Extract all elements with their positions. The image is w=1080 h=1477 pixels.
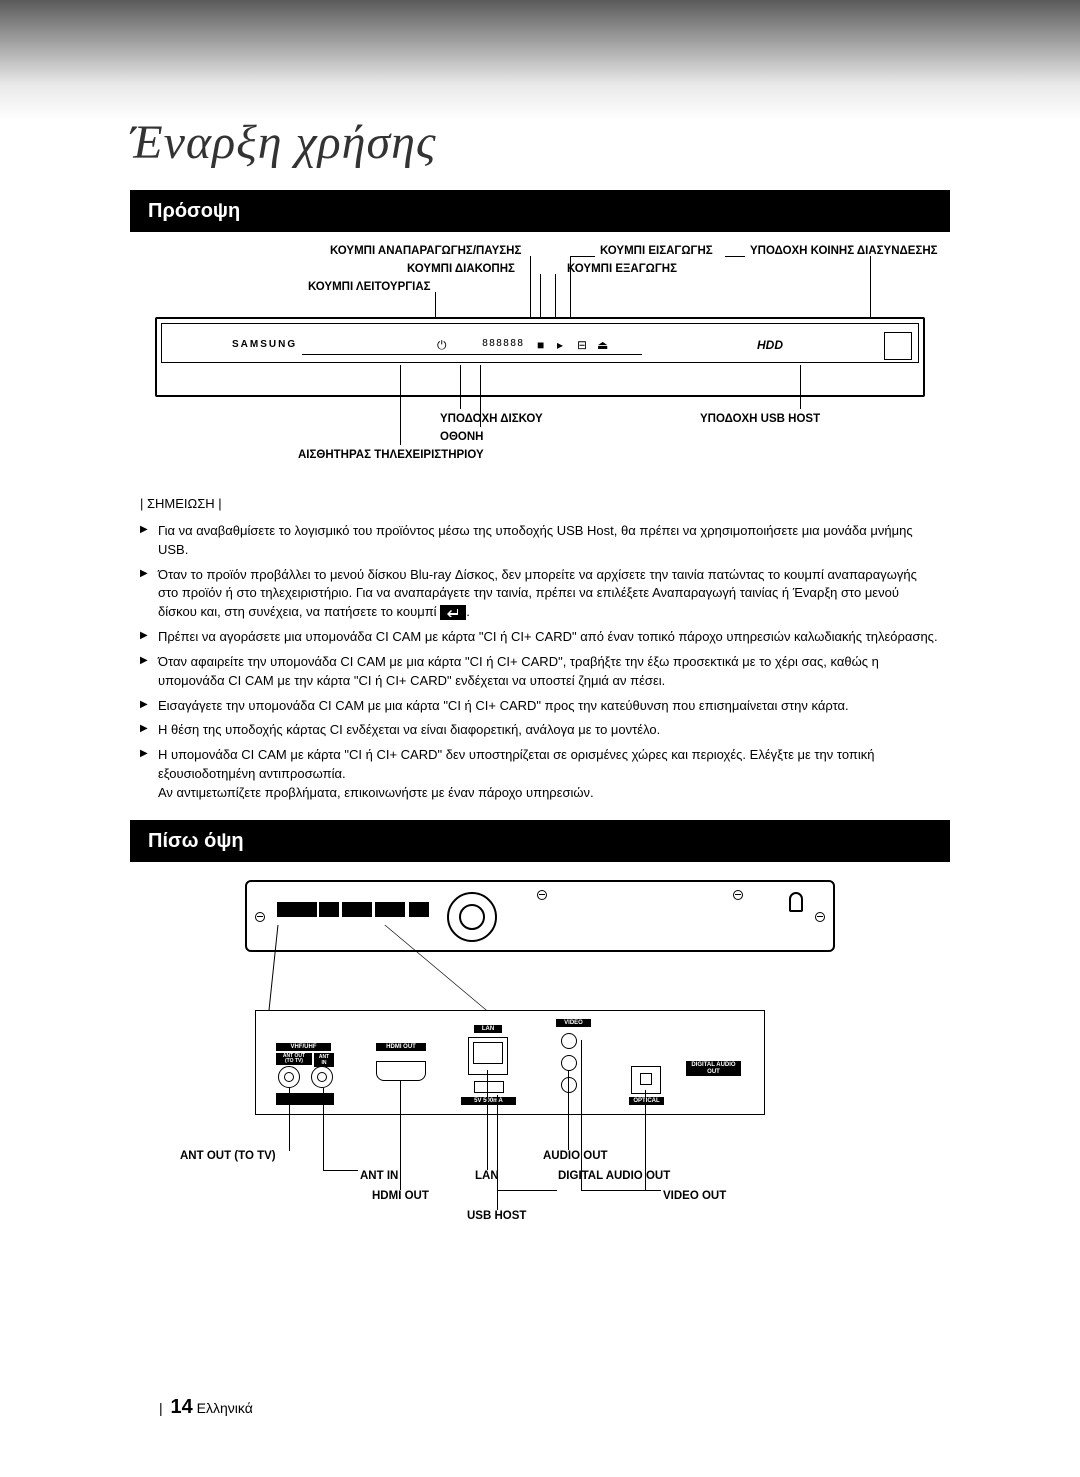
callout-line: [568, 1070, 569, 1150]
chip-optical: OPTICAL: [629, 1097, 664, 1105]
screw-icon: [255, 912, 265, 922]
hdd-icon: HDD: [757, 338, 783, 352]
rca-video: [561, 1033, 577, 1049]
section-back: Πίσω όψη: [130, 820, 950, 862]
note-suffix: .: [466, 604, 470, 619]
port-icon: [319, 902, 339, 917]
label-disc-slot: ΥΠΟΔΟΧΗ ΔΙΣΚΟΥ: [440, 413, 543, 425]
label-digital-audio-out: DIGITAL AUDIO OUT: [558, 1170, 670, 1182]
label-usb-host: USB HOST: [467, 1210, 526, 1222]
label-ant-in: ANT IN: [360, 1170, 398, 1182]
fan-icon: [447, 892, 497, 942]
label-ant-out: ANT OUT (TO TV): [180, 1150, 276, 1162]
callout-line: [497, 1095, 498, 1210]
page-footer: | 14 Ελληνικά: [155, 1396, 253, 1419]
label-stop: ΚΟΥΜΠΙ ΔΙΑΚΟΠΗΣ: [407, 263, 515, 275]
enter-button-icon: [440, 605, 466, 620]
label-in-btn: ΚΟΥΜΠΙ ΕΙΣΑΓΩΓΗΣ: [600, 245, 713, 257]
optical-port: [631, 1066, 661, 1094]
chip-digital-audio: DIGITAL AUDIO OUT: [686, 1061, 741, 1076]
power-icon: ⏻: [437, 338, 447, 353]
callout-line: [487, 1070, 488, 1170]
device-front-outline: SAMSUNG ⏻ 888888 ■ ▸ ⊟ ⏏ HDD: [155, 317, 925, 397]
chip-usb-power: 5V 500mA: [461, 1097, 516, 1105]
notes-header: | ΣΗΜΕΙΩΣΗ |: [140, 495, 940, 514]
label-ci-slot-1: ΥΠΟΔΟΧΗ ΚΟΙΝΗΣ ΔΙΑΣΥΝΔΕΣΗΣ: [750, 245, 938, 257]
note-item: Η υπομονάδα CI CAM με κάρτα "CI ή CI+ CA…: [140, 746, 940, 803]
label-audio-out: AUDIO OUT: [543, 1150, 608, 1162]
port-icon: [342, 902, 372, 917]
note-text: Η υπομονάδα CI CAM με κάρτα "CI ή CI+ CA…: [158, 747, 874, 781]
callout-line: [581, 1040, 582, 1190]
page-number: 14: [171, 1396, 193, 1418]
port-block: [276, 1093, 334, 1105]
lan-port: [468, 1037, 508, 1075]
note-item: Όταν το προϊόν προβάλλει το μενού δίσκου…: [140, 566, 940, 623]
label-video-out: VIDEO OUT: [663, 1190, 726, 1202]
screw-icon: [537, 890, 547, 900]
usb-port: [474, 1081, 504, 1093]
stop-icon: ■: [537, 338, 544, 352]
chip-vhf-uhf: VHF/UHF: [276, 1043, 331, 1051]
label-power: ΚΟΥΜΠΙ ΛΕΙΤΟΥΡΓΙΑΣ: [308, 281, 431, 293]
note-item: Εισαγάγετε την υπομονάδα CI CAM με μια κ…: [140, 697, 940, 716]
label-display: ΟΘΟΝΗ: [440, 431, 483, 443]
ant-in-port: [311, 1066, 333, 1088]
callout-line: [400, 1080, 401, 1190]
port-icon: [409, 902, 429, 917]
label-usb-host: ΥΠΟΔΟΧΗ USB HOST: [700, 413, 820, 425]
disc-tray: [302, 354, 642, 355]
hdmi-port: [376, 1061, 426, 1081]
chip-lan: LAN: [474, 1025, 502, 1033]
eject-icon: ⏏: [597, 338, 608, 352]
page-gradient-header: [0, 0, 1080, 120]
label-play-pause: ΚΟΥΜΠΙ ΑΝΑΠΑΡΑΓΩΓΗΣ/ΠΑΥΣΗΣ: [330, 245, 521, 257]
brand-logo: SAMSUNG: [232, 339, 297, 350]
chip-video: VIDEO: [556, 1019, 591, 1027]
in-icon: ⊟: [577, 338, 587, 352]
label-out-btn: ΚΟΥΜΠΙ ΕΞΑΓΩΓΗΣ: [567, 263, 677, 275]
note-trailing: Αν αντιμετωπίζετε προβλήματα, επικοινωνή…: [158, 785, 594, 800]
screw-icon: [733, 890, 743, 900]
page-language: Ελληνικά: [197, 1400, 253, 1416]
page-title: Έναρξη χρήσης: [130, 115, 436, 170]
note-item: Πρέπει να αγοράσετε μια υπομονάδα CI CAM…: [140, 628, 940, 647]
rca-audio-r: [561, 1077, 577, 1093]
label-lan: LAN: [475, 1170, 499, 1182]
chip-ant-out: ANT OUT (TO TV): [276, 1053, 312, 1065]
note-item: Όταν αφαιρείτε την υπομονάδα CI CAM με μ…: [140, 653, 940, 691]
screw-icon: [815, 912, 825, 922]
back-diagram: VHF/UHF ANT OUT (TO TV) ANT IN HDMI OUT …: [245, 880, 835, 1280]
note-item: Για να αναβαθμίσετε το λογισμικό του προ…: [140, 522, 940, 560]
usb-slot: [884, 332, 912, 360]
label-hdmi-out: HDMI OUT: [372, 1190, 429, 1202]
ant-out-port: [278, 1066, 300, 1088]
display-readout: 888888: [482, 338, 524, 349]
front-diagram: ΚΟΥΜΠΙ ΑΝΑΠΑΡΑΓΩΓΗΣ/ΠΑΥΣΗΣ ΚΟΥΜΠΙ ΔΙΑΚΟΠ…: [130, 245, 950, 465]
callout-line: [289, 1088, 290, 1151]
rear-zoom-panel: VHF/UHF ANT OUT (TO TV) ANT IN HDMI OUT …: [255, 1010, 765, 1115]
callout-line: [323, 1088, 324, 1171]
port-cluster-icon: [277, 902, 317, 917]
chip-hdmi: HDMI OUT: [376, 1043, 426, 1051]
note-text: Όταν το προϊόν προβάλλει το μενού δίσκου…: [158, 567, 917, 620]
note-item: Η θέση της υποδοχής κάρτας CI ενδέχεται …: [140, 721, 940, 740]
callout-elbow: [497, 1190, 557, 1191]
rear-panel: [245, 880, 835, 952]
notes-block: | ΣΗΜΕΙΩΣΗ | Για να αναβαθμίσετε το λογι…: [140, 495, 940, 809]
callout-elbow: [581, 1190, 661, 1191]
power-cord-icon: [789, 892, 803, 912]
section-front: Πρόσοψη: [130, 190, 950, 232]
label-remote-sensor: ΑΙΣΘΗΤΗΡΑΣ ΤΗΛΕΧΕΙΡΙΣΤΗΡΙΟΥ: [298, 449, 484, 461]
chip-ant-in: ANT IN: [314, 1053, 334, 1067]
callout-elbow: [323, 1170, 358, 1171]
play-icon: ▸: [557, 338, 563, 352]
port-icon: [375, 902, 405, 917]
rca-audio-l: [561, 1055, 577, 1071]
